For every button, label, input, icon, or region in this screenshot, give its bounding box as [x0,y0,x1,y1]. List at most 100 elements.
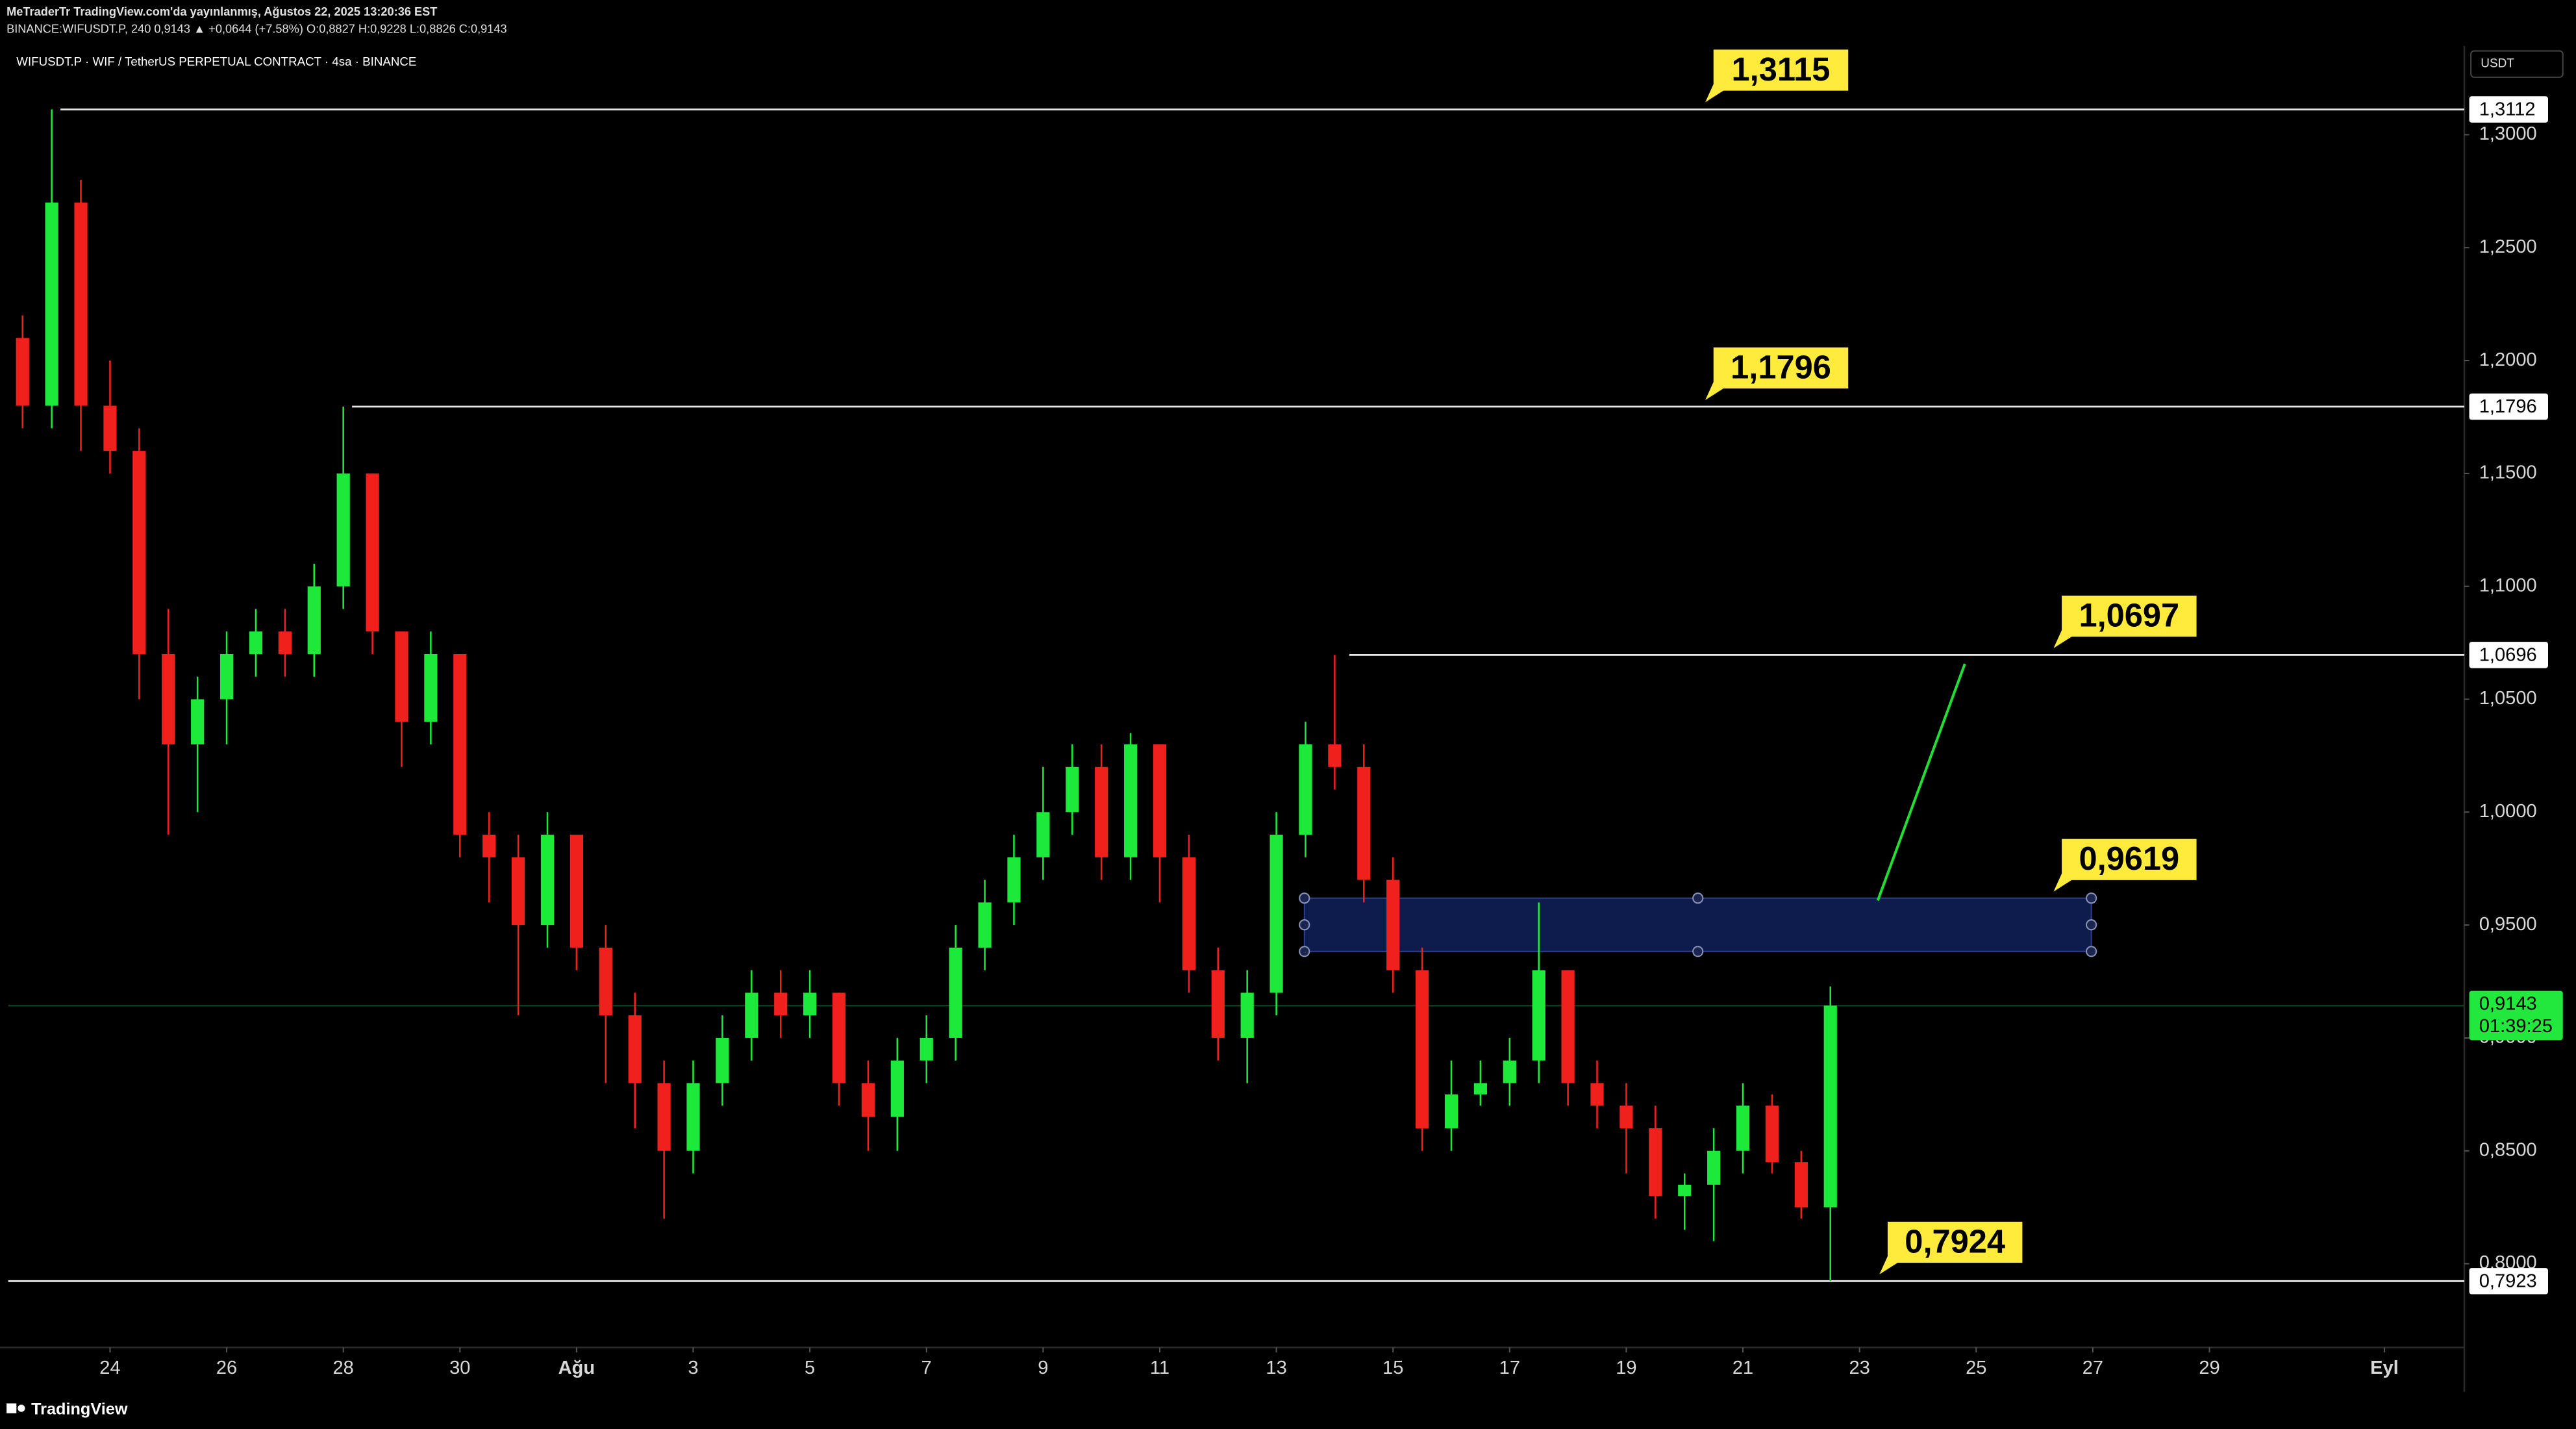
x-tick-label: 21 [1732,1358,1753,1378]
x-tick-label: 17 [1499,1358,1520,1378]
currency-box[interactable] [2470,50,2564,78]
y-tick-label: 0,9500 [2479,914,2537,935]
candle-body [1211,970,1225,1038]
price-line-axis-box [2469,642,2548,668]
x-tick-label: 29 [2199,1358,2220,1378]
candle-body [511,857,525,926]
candle-body [366,473,379,632]
y-tick-label: 1,3000 [2479,123,2537,144]
x-tick-label: 3 [688,1358,698,1378]
logo-part [18,1404,25,1412]
candle-body [628,1015,642,1083]
footer-brand: TradingView [31,1400,128,1418]
candle-body [1036,812,1050,857]
callout-label: 0,7924 [1905,1222,2005,1259]
candle-body [1619,1106,1633,1128]
x-tick-label: 5 [805,1358,815,1378]
candle-body [745,993,758,1038]
x-tick-label: 27 [2082,1358,2103,1378]
callout-box [1705,347,1849,400]
candle-body [1357,766,1371,880]
candle-body [1794,1162,1808,1208]
candle-body [832,993,846,1083]
candle-body [1240,993,1254,1038]
candle-body [219,653,234,700]
y-tick-label: 1,1000 [2479,575,2537,596]
x-tick-label: 13 [1266,1358,1286,1378]
price-line-axis-label: 1,3112 [2479,99,2536,120]
x-tick-label: Eyl [2370,1358,2399,1378]
candle-body [307,586,321,654]
callout-label: 1,0697 [2079,596,2179,633]
callout-label: 0,9619 [2079,840,2179,877]
candle-body [774,993,788,1016]
zone-handle [1299,892,1310,904]
price-line-axis-box [2469,393,2548,420]
candle-body [949,947,962,1038]
candle-body [569,835,584,948]
last-price-label: 0,9143 [2479,994,2537,1015]
candle-body [919,1037,933,1061]
candle-body [540,835,555,926]
candle-body [1416,970,1429,1128]
y-tick-label: 1,1500 [2479,462,2537,483]
candle-body [1765,1106,1779,1163]
candle-body [453,653,467,835]
candle-body [132,451,146,654]
x-tick-label: 25 [1966,1358,1986,1378]
candle-body [890,1060,904,1117]
price-line-axis-box [2469,96,2548,123]
x-tick-label: 23 [1849,1358,1869,1378]
candle-body [74,202,88,406]
x-tick-label: 15 [1382,1358,1403,1378]
x-tick-label: 26 [216,1358,237,1378]
candle-body [191,699,205,745]
x-tick-label: 30 [449,1358,470,1378]
zone-handle [2086,892,2097,904]
candle-body [103,405,117,451]
candle-body [1707,1150,1721,1185]
candle-body [716,1037,729,1083]
candle-body [1095,766,1108,857]
candle-body [1123,744,1138,857]
x-tick-label: 9 [1038,1358,1048,1378]
candle-body [1007,857,1021,903]
callout-box [1879,1221,2023,1274]
candle-body [1736,1106,1750,1151]
zone-handle [1692,892,1704,904]
candle-body [278,631,292,654]
candle-body [1444,1094,1458,1128]
zone-handle [2086,946,2097,957]
callout-box [1705,49,1849,103]
candle-body [1823,1005,1837,1208]
y-tick-label: 1,2500 [2479,236,2537,257]
candle-body [1299,744,1312,835]
candle-body [1532,970,1545,1061]
candle-body [1269,835,1283,993]
price-line-axis-label: 1,0696 [2479,644,2537,665]
candle-body [45,202,58,406]
candle-body [1590,1083,1604,1106]
callout-label: 1,3115 [1732,51,1831,88]
candle-body [336,473,350,587]
currency: USDT [2481,57,2514,71]
candle-body [16,338,29,406]
candle-body [1649,1128,1662,1196]
candle-body [978,902,992,948]
zone-handle [2086,919,2097,931]
candle-body [1182,857,1195,970]
candle-body [1153,744,1167,857]
callout-box [2053,595,2197,648]
x-tick-label: 11 [1150,1358,1169,1378]
symbol-line: BINANCE:WIFUSDT.P, 240 0,9143 ▲ +0,0644 … [6,22,507,35]
y-tick-label: 1,2000 [2479,349,2537,370]
candle-body [1561,970,1575,1083]
candle-body [803,993,817,1016]
zone [1303,897,2092,952]
x-tick-label: 24 [99,1358,120,1378]
x-tick-label: 19 [1616,1358,1636,1378]
footer-logo: TradingView [6,1400,128,1418]
zone-handle [1692,946,1704,957]
